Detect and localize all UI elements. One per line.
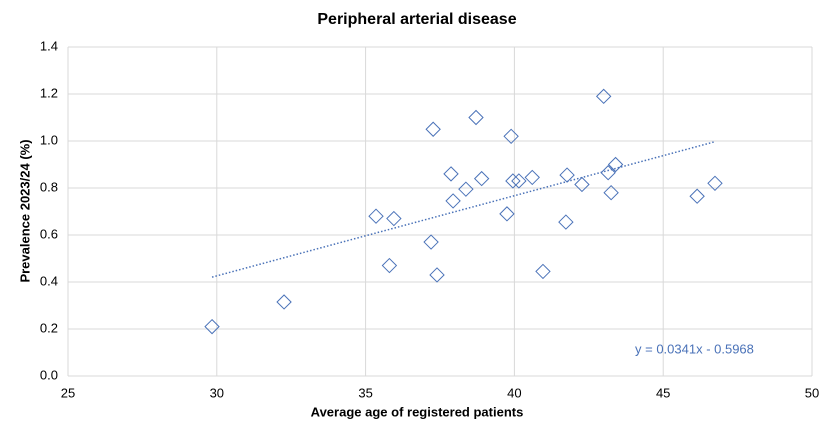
y-tick-label: 1.0 — [40, 132, 58, 147]
data-point — [707, 175, 723, 192]
x-tick-label: 35 — [358, 385, 372, 400]
data-point — [603, 184, 619, 201]
data-point — [468, 109, 484, 126]
y-tick-label: 0.8 — [40, 179, 58, 194]
x-tick-label: 45 — [656, 385, 670, 400]
x-tick-label: 30 — [210, 385, 224, 400]
data-point — [425, 121, 441, 137]
x-tick-label: 25 — [61, 385, 75, 400]
data-point — [607, 156, 624, 173]
trendline-label: y = 0.0341x - 0.5968 — [635, 341, 754, 356]
chart-title: Peripheral arterial disease — [317, 11, 516, 28]
data-point — [558, 214, 574, 230]
y-tick-label: 1.2 — [40, 85, 58, 100]
x-tick-label: 40 — [507, 385, 521, 400]
y-tick-label: 0.2 — [40, 320, 58, 335]
data-point — [574, 176, 590, 193]
x-tick-label: 50 — [805, 385, 819, 400]
data-point — [458, 181, 474, 197]
trendline — [211, 140, 716, 278]
y-tick-label: 0.0 — [40, 367, 58, 382]
x-axis-label: Average age of registered patients — [311, 404, 524, 419]
y-tick-label: 0.4 — [40, 273, 58, 288]
data-point — [689, 188, 705, 204]
data-point — [499, 206, 515, 222]
data-point — [505, 173, 521, 189]
data-point — [423, 234, 439, 250]
data-point — [443, 166, 459, 182]
data-point — [429, 267, 445, 283]
data-point — [381, 257, 398, 274]
data-point — [386, 210, 402, 227]
data-point — [559, 167, 575, 183]
data-point — [204, 318, 220, 335]
data-point — [595, 88, 612, 105]
data-point — [524, 169, 540, 186]
data-point — [535, 263, 551, 280]
data-point — [276, 294, 292, 310]
data-point — [511, 173, 527, 189]
data-point — [600, 165, 616, 181]
data-point — [368, 208, 384, 224]
data-point — [473, 170, 490, 187]
data-point — [503, 128, 519, 145]
y-tick-label: 0.6 — [40, 226, 58, 241]
y-tick-label: 1.4 — [40, 38, 58, 53]
y-axis-label: Prevalence 2023/24 (%) — [17, 139, 32, 282]
data-point — [445, 193, 461, 209]
